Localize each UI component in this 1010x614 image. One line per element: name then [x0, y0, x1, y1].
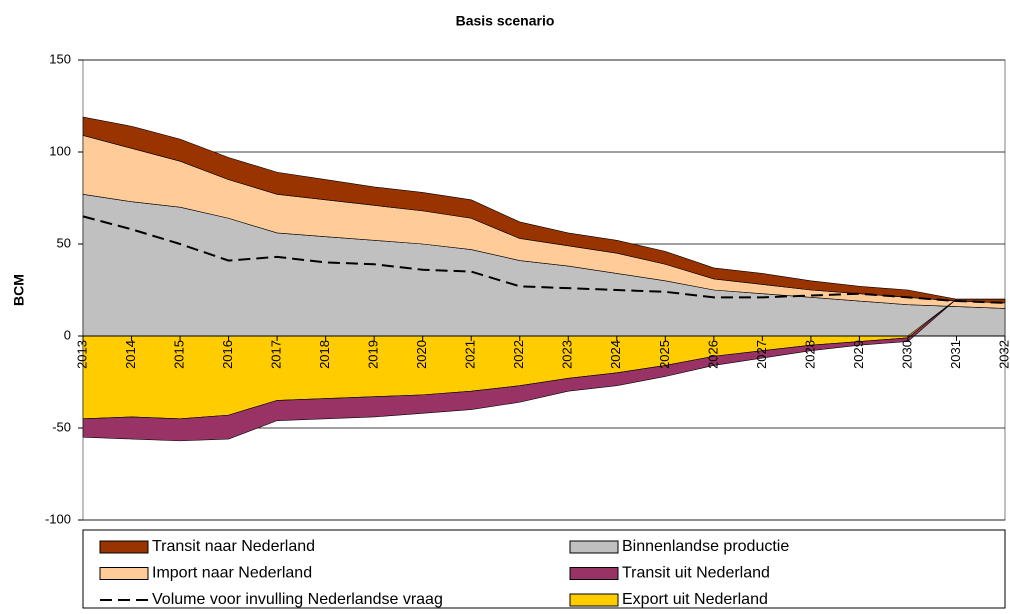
x-tick-label: 2028 — [802, 340, 817, 369]
y-axis-label: BCM — [11, 274, 27, 306]
legend-box — [82, 529, 1006, 609]
legend-swatch — [569, 593, 619, 607]
x-tick-label: 2017 — [269, 340, 284, 369]
x-tick-label: 2030 — [899, 340, 914, 369]
y-tick-label: 100 — [49, 143, 71, 158]
x-tick-label: 2029 — [851, 340, 866, 369]
legend-label: Transit naar Nederland — [152, 538, 315, 555]
x-tick-label: 2014 — [123, 340, 138, 369]
y-tick-label: 0 — [64, 327, 71, 342]
x-tick-label: 2024 — [608, 340, 623, 369]
x-tick-label: 2020 — [414, 340, 429, 369]
x-tick-label: 2018 — [317, 340, 332, 369]
legend-swatch — [99, 540, 149, 554]
legend-swatch — [569, 567, 619, 580]
x-tick-label: 2013 — [74, 340, 89, 369]
legend-label: Binnenlandse productie — [622, 538, 789, 555]
x-tick-label: 2022 — [511, 340, 526, 369]
area — [82, 298, 1005, 442]
areas — [82, 116, 1006, 442]
x-tick-label: 2023 — [560, 340, 575, 369]
x-tick-label: 2021 — [463, 340, 478, 369]
x-tick-label: 2031 — [948, 340, 963, 369]
legend-swatch — [569, 540, 619, 554]
legend-label: Transit uit Nederland — [622, 565, 770, 582]
x-tick-label: 2016 — [220, 340, 235, 369]
x-tick-label: 2032 — [996, 340, 1010, 369]
y-tick-label: -50 — [52, 419, 71, 434]
y-tick-label: 150 — [49, 51, 71, 66]
x-tick-label: 2027 — [754, 340, 769, 369]
x-tick-label: 2015 — [171, 340, 186, 369]
x-tick-label: 2025 — [657, 340, 672, 369]
legend-label: Import naar Nederland — [152, 565, 312, 582]
legend-label: Volume voor invulling Nederlandse vraag — [152, 591, 443, 608]
x-tick-label: 2019 — [366, 340, 381, 369]
chart-title: Basis scenario — [456, 13, 555, 29]
area — [82, 116, 1006, 304]
legend-label: Export uit Nederland — [622, 591, 768, 608]
x-tick-label: 2026 — [705, 340, 720, 369]
y-tick-label: 50 — [57, 235, 71, 250]
y-tick-label: -100 — [45, 511, 71, 526]
legend-swatch — [99, 567, 149, 580]
line — [82, 215, 1006, 304]
